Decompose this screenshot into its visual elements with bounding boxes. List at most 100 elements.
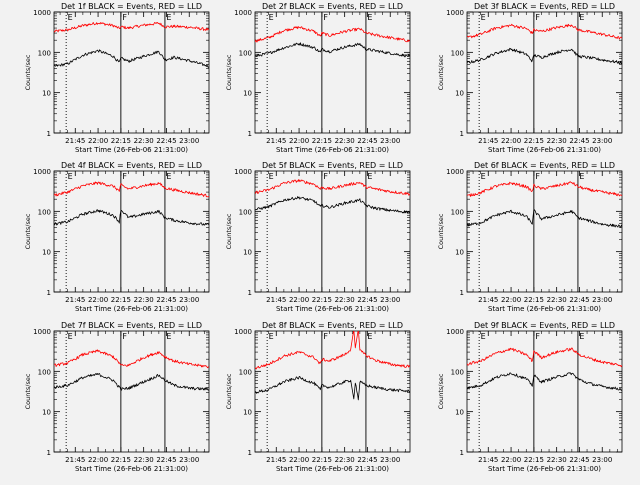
series-layer xyxy=(54,181,209,226)
x-tick-label: 22:45 xyxy=(569,456,589,464)
x-axis-label: Start Time (26-Feb-06 21:31:00) xyxy=(488,305,601,313)
x-tick-label: 22:30 xyxy=(335,296,355,304)
x-tick-label: 22:00 xyxy=(501,296,521,304)
x-tick-label: 22:15 xyxy=(524,456,544,464)
y-axis-label: Counts/sec xyxy=(437,54,445,90)
x-tick-label: 22:00 xyxy=(289,296,309,304)
x-tick-label: 21:45 xyxy=(65,296,85,304)
x-axis-label: Start Time (26-Feb-06 21:31:00) xyxy=(488,465,601,473)
marker-label-2: F xyxy=(323,172,328,181)
plot-frame xyxy=(53,170,210,293)
panel-title: Det 4f BLACK = Events, RED = LLD xyxy=(61,161,202,170)
marker-label-1: E xyxy=(269,332,274,341)
x-tick-label: 21:45 xyxy=(478,137,498,145)
x-tick-label: 22:15 xyxy=(312,456,332,464)
x-tick-label: 22:30 xyxy=(134,456,154,464)
x-axis-label: Start Time (26-Feb-06 21:31:00) xyxy=(276,146,389,154)
y-axis-label: Counts/sec xyxy=(24,213,32,249)
events-series-line xyxy=(54,49,209,68)
lld-series-line xyxy=(467,347,622,368)
x-tick-label: 21:45 xyxy=(266,456,286,464)
series-layer xyxy=(255,179,410,214)
x-tick-label: 22:15 xyxy=(111,137,131,145)
y-tick-label: 100 xyxy=(239,208,252,216)
x-tick-label: 22:30 xyxy=(547,456,567,464)
marker-label-3: E xyxy=(367,172,372,181)
events-series-line xyxy=(255,42,410,58)
x-tick-label: 22:00 xyxy=(289,137,309,145)
y-tick-label: 1 xyxy=(47,449,51,457)
y-tick-label: 10 xyxy=(42,409,51,417)
y-axis-label: Counts/sec xyxy=(437,373,445,409)
x-tick-label: 22:30 xyxy=(335,456,355,464)
y-tick-label: 1000 xyxy=(234,168,252,176)
lld-series-line xyxy=(467,23,622,40)
y-tick-label: 100 xyxy=(451,49,464,57)
x-tick-label: 22:45 xyxy=(357,296,377,304)
events-series-line xyxy=(467,372,622,391)
marker-label-1: E xyxy=(68,13,73,22)
x-tick-label: 23:00 xyxy=(179,137,199,145)
x-tick-label: 22:00 xyxy=(88,456,108,464)
lld-series-line xyxy=(255,331,410,370)
y-tick-label: 1 xyxy=(248,449,252,457)
marker-label-3: E xyxy=(166,332,171,341)
panel-4: Det 4f BLACK = Events, RED = LLD 1 10 100 10… xyxy=(24,161,210,313)
panel-title: Det 6f BLACK = Events, RED = LLD xyxy=(474,161,615,170)
y-axis-label: Counts/sec xyxy=(225,54,233,90)
x-tick-label: 23:00 xyxy=(380,456,400,464)
events-series-line xyxy=(255,196,410,214)
x-tick-label: 22:30 xyxy=(335,137,355,145)
lld-series-line xyxy=(54,181,209,198)
marker-label-1: E xyxy=(68,332,73,341)
y-tick-label: 1 xyxy=(460,289,464,297)
series-layer xyxy=(467,181,622,228)
y-tick-label: 1000 xyxy=(234,9,252,17)
x-axis-label: Start Time (26-Feb-06 21:31:00) xyxy=(75,465,188,473)
panel-title: Det 1f BLACK = Events, RED = LLD xyxy=(61,2,202,11)
series-layer xyxy=(255,331,410,401)
y-tick-label: 1000 xyxy=(446,168,464,176)
x-axis-label: Start Time (26-Feb-06 21:31:00) xyxy=(488,146,601,154)
series-layer xyxy=(255,26,410,58)
x-tick-label: 21:45 xyxy=(266,137,286,145)
x-tick-label: 22:15 xyxy=(111,296,131,304)
y-tick-label: 100 xyxy=(38,208,51,216)
series-layer xyxy=(467,23,622,64)
lld-series-line xyxy=(54,21,209,33)
marker-label-2: F xyxy=(535,172,540,181)
y-tick-label: 10 xyxy=(243,409,252,417)
y-axis-label: Counts/sec xyxy=(225,213,233,249)
plot-frame xyxy=(466,170,623,293)
y-tick-label: 1 xyxy=(248,289,252,297)
marker-label-3: E xyxy=(166,13,171,22)
y-tick-label: 1 xyxy=(248,130,252,138)
y-tick-label: 10 xyxy=(455,249,464,257)
marker-label-1: E xyxy=(68,172,73,181)
lld-series-line xyxy=(255,26,410,43)
x-axis-label: Start Time (26-Feb-06 21:31:00) xyxy=(75,305,188,313)
plot-frame xyxy=(466,330,623,453)
x-tick-label: 22:15 xyxy=(111,456,131,464)
marker-label-1: E xyxy=(269,13,274,22)
plot-frame xyxy=(53,11,210,134)
y-tick-label: 100 xyxy=(239,368,252,376)
x-tick-label: 22:15 xyxy=(312,296,332,304)
x-tick-label: 22:45 xyxy=(357,456,377,464)
marker-label-3: E xyxy=(579,332,584,341)
panel-1: Det 1f BLACK = Events, RED = LLD 1 10 100 10… xyxy=(24,2,210,154)
x-tick-label: 22:00 xyxy=(501,456,521,464)
y-tick-label: 1000 xyxy=(234,328,252,336)
plot-frame xyxy=(254,170,411,293)
y-tick-label: 10 xyxy=(243,249,252,257)
x-tick-label: 21:45 xyxy=(65,456,85,464)
x-tick-label: 21:45 xyxy=(478,296,498,304)
x-tick-label: 23:00 xyxy=(380,296,400,304)
x-tick-label: 22:45 xyxy=(156,456,176,464)
x-tick-label: 22:00 xyxy=(289,456,309,464)
y-tick-label: 100 xyxy=(451,208,464,216)
panel-title: Det 2f BLACK = Events, RED = LLD xyxy=(262,2,403,11)
y-tick-label: 1 xyxy=(460,130,464,138)
x-tick-label: 22:30 xyxy=(547,137,567,145)
x-tick-label: 22:15 xyxy=(312,137,332,145)
